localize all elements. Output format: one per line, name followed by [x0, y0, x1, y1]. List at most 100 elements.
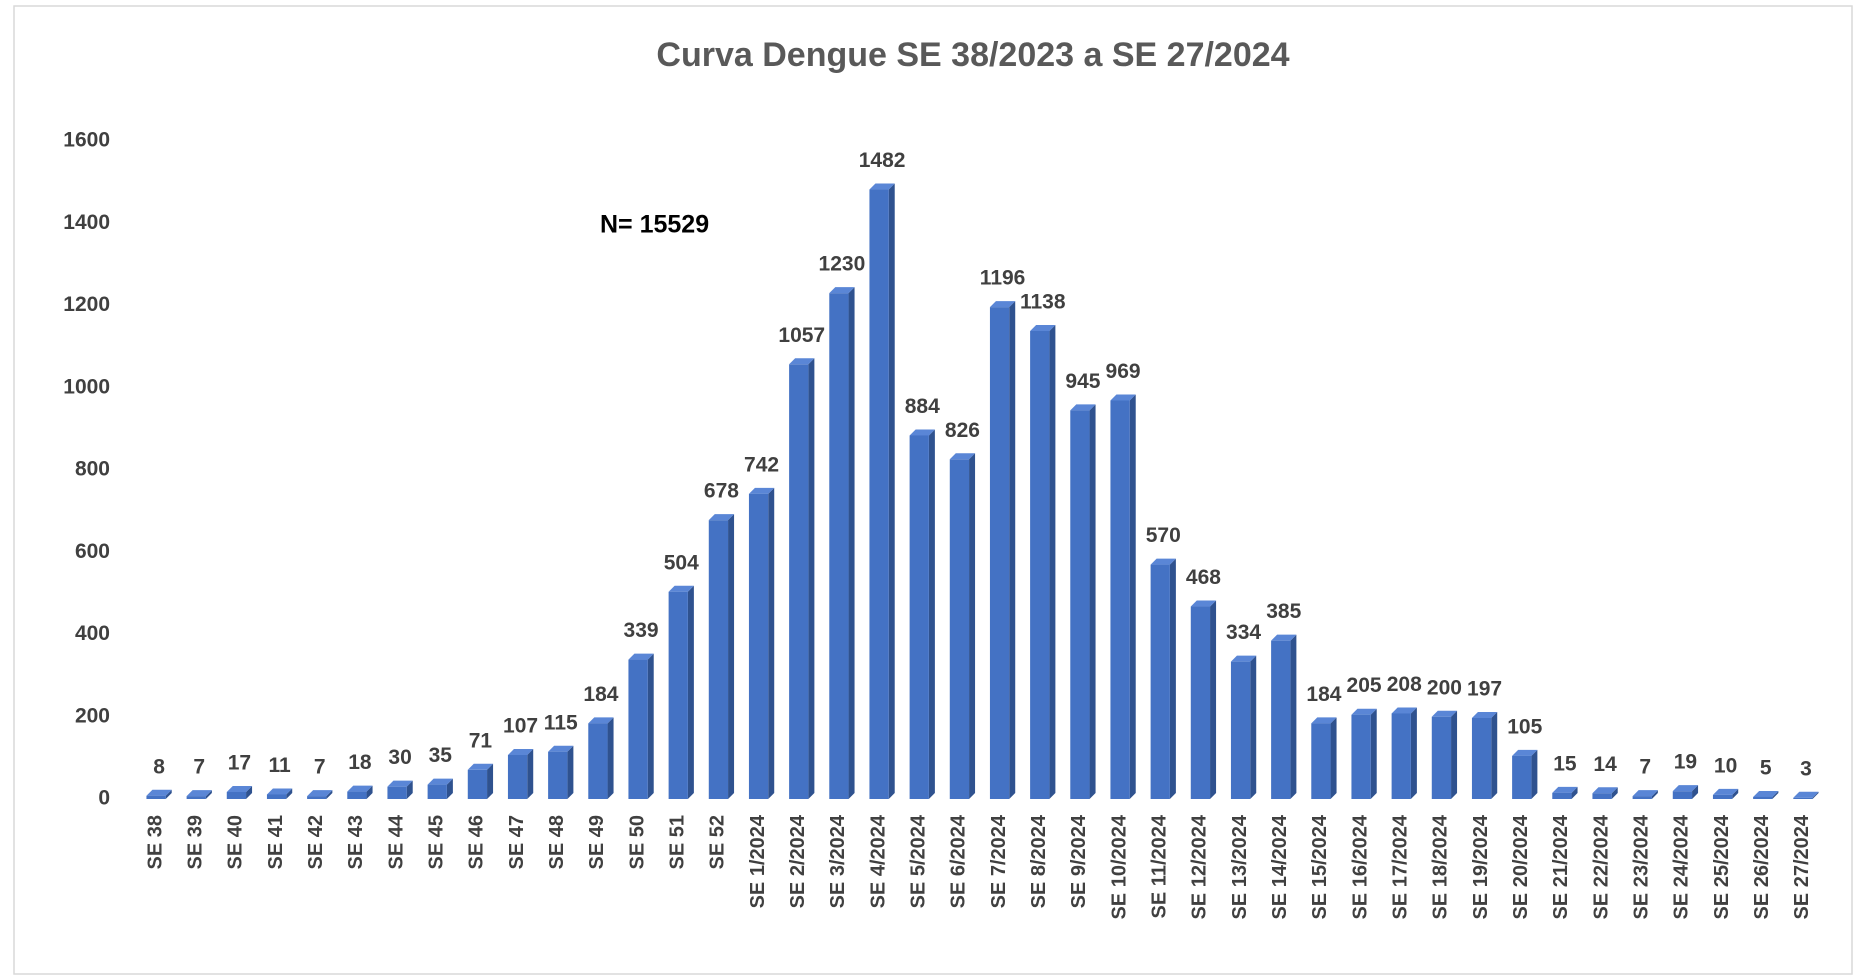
data-label: 826 — [945, 419, 980, 442]
bar — [387, 786, 407, 799]
bar-top — [1753, 790, 1779, 797]
bar-side — [1290, 634, 1297, 799]
data-label: 1196 — [980, 267, 1026, 290]
bar — [1391, 713, 1411, 799]
x-tick-label: SE 26/2024 — [1751, 814, 1773, 919]
x-tick-label: SE 40 — [225, 815, 247, 869]
data-label: 107 — [503, 715, 538, 738]
bar-top — [1190, 600, 1217, 607]
data-label: 3 — [1800, 757, 1812, 780]
data-label: 14 — [1593, 753, 1617, 776]
data-label: 1057 — [778, 324, 825, 347]
data-label: 1482 — [859, 149, 906, 172]
bar — [829, 293, 849, 799]
bar-side — [527, 748, 534, 799]
bar-top — [1712, 788, 1739, 795]
data-label: 7 — [314, 756, 326, 779]
data-label: 17 — [228, 752, 251, 775]
data-label: 184 — [1306, 683, 1341, 706]
x-tick-label: SE 9/2024 — [1068, 814, 1090, 908]
bar-top — [1110, 394, 1136, 401]
bar — [307, 796, 327, 799]
bar — [266, 794, 287, 799]
bar-side — [1129, 394, 1136, 799]
bar-side — [647, 653, 654, 799]
bar-side — [1651, 790, 1658, 799]
bar — [1793, 797, 1813, 799]
data-label: 5 — [1760, 756, 1772, 779]
y-tick-label: 1600 — [63, 129, 110, 152]
bar-side — [928, 429, 935, 799]
bar — [1030, 330, 1050, 799]
x-tick-label: SE 41 — [265, 815, 287, 869]
x-tick-label: SE 3/2024 — [827, 814, 849, 908]
bar — [748, 493, 769, 799]
bar — [789, 364, 809, 799]
x-tick-label: SE 11/2024 — [1149, 814, 1171, 918]
data-label: 208 — [1387, 673, 1422, 696]
bar — [949, 459, 970, 799]
bar-top — [869, 183, 895, 190]
bar-side — [165, 789, 172, 799]
bar-top — [548, 745, 574, 752]
bar-top — [1431, 710, 1458, 717]
bar-side — [406, 780, 413, 799]
data-label: 35 — [429, 744, 453, 767]
bar-top — [748, 487, 775, 494]
bar — [1672, 791, 1693, 799]
bar-top — [829, 287, 855, 294]
x-tick-label: SE 22/2024 — [1590, 814, 1612, 919]
bar — [186, 796, 206, 799]
bar-top — [467, 763, 494, 770]
bar — [909, 435, 929, 799]
bar-side — [1491, 711, 1498, 799]
bar — [1070, 410, 1090, 799]
x-tick-label: SE 6/2024 — [948, 814, 970, 908]
bar — [1110, 400, 1130, 799]
data-label: 197 — [1467, 678, 1502, 701]
bar-top — [1391, 707, 1417, 714]
annotation: N= 15529 — [600, 211, 709, 239]
data-label: 884 — [905, 395, 940, 418]
x-tick-label: SE 48 — [546, 815, 568, 869]
bar-top — [1592, 787, 1618, 794]
bar-side — [1009, 301, 1016, 799]
data-label: 30 — [388, 746, 411, 769]
bar — [1150, 564, 1170, 799]
bar — [1632, 796, 1652, 799]
bar — [1431, 716, 1452, 799]
bar-side — [1531, 749, 1538, 799]
data-label: 200 — [1427, 676, 1462, 699]
bar-top — [1271, 634, 1297, 641]
data-label: 205 — [1347, 674, 1382, 697]
x-tick-label: SE 12/2024 — [1189, 814, 1211, 919]
x-tick-label: SE 50 — [626, 815, 648, 869]
bar-top — [708, 514, 735, 521]
bar — [1190, 606, 1211, 799]
x-tick-label: SE 5/2024 — [908, 814, 930, 908]
data-label: 10 — [1714, 754, 1737, 777]
bar-top — [1793, 791, 1819, 798]
bar-side — [768, 487, 775, 799]
bar — [1351, 714, 1371, 799]
bar-top — [1672, 785, 1699, 792]
bar — [467, 769, 488, 799]
x-tick-label: SE 38 — [144, 815, 166, 869]
bar-side — [446, 778, 453, 799]
bar — [1753, 796, 1773, 799]
data-label: 385 — [1266, 600, 1301, 623]
bar — [347, 791, 367, 799]
bar-side — [1169, 558, 1176, 799]
bar-side — [1571, 786, 1578, 799]
bar-side — [1210, 600, 1217, 799]
bar-top — [949, 453, 976, 460]
bar — [1512, 755, 1532, 799]
x-tick-label: SE 2/2024 — [787, 814, 809, 908]
bar-top — [186, 790, 212, 797]
x-tick-label: SE 39 — [185, 815, 207, 869]
bar-top — [1471, 711, 1498, 718]
bar-top — [1150, 558, 1176, 565]
data-label: 115 — [544, 711, 578, 734]
bar-top — [347, 785, 373, 792]
